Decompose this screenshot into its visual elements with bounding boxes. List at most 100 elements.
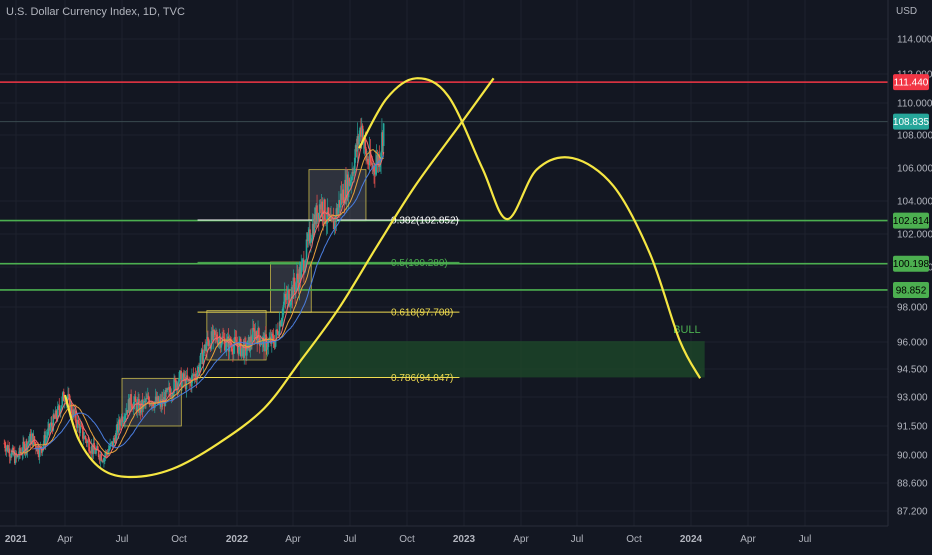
candle-body <box>345 179 347 201</box>
candle-body <box>221 336 223 344</box>
candle-body <box>215 334 217 336</box>
candle-body <box>75 422 78 428</box>
candle-body <box>44 437 47 445</box>
candle-body <box>261 338 264 345</box>
candle-body <box>254 331 257 340</box>
candle-body <box>288 290 290 306</box>
projection-drawings <box>63 77 702 479</box>
time-tick-label: Oct <box>626 534 642 545</box>
candle-body <box>128 399 131 412</box>
price-tick-label: 88.600 <box>897 479 928 490</box>
support-arc <box>63 77 495 479</box>
candle-body <box>271 333 274 337</box>
candle-body <box>328 215 331 217</box>
candle-body <box>30 435 33 444</box>
price-tag-label: 100.198 <box>893 259 930 270</box>
candle-body <box>186 375 189 381</box>
candle-body <box>264 334 267 337</box>
candle-body <box>81 425 83 428</box>
candle-body <box>269 336 271 340</box>
candle-body <box>181 378 183 388</box>
time-tick-label: Apr <box>57 534 73 545</box>
candle-body <box>48 423 51 431</box>
candle-body <box>177 381 180 389</box>
candle-body <box>371 163 374 169</box>
candle-body <box>69 403 72 413</box>
candle-body <box>216 340 219 345</box>
candle-body <box>89 451 91 453</box>
fib-label: 0.618(97.708) <box>391 308 453 319</box>
candle-body <box>366 158 368 161</box>
candle-body <box>274 339 277 348</box>
candle-body <box>200 349 203 354</box>
candle-body <box>193 373 196 377</box>
candle-body <box>47 428 49 436</box>
candle-body <box>222 336 224 338</box>
price-tick-label: 108.000 <box>897 131 932 142</box>
candle-body <box>185 375 188 390</box>
candle-body <box>377 154 380 166</box>
candle-body <box>232 345 235 354</box>
candle-body <box>24 449 27 454</box>
candle-body <box>88 440 90 452</box>
bull-zone-label: BULL <box>673 324 701 336</box>
candle-body <box>355 145 358 152</box>
candle-body <box>342 189 345 203</box>
candle-body <box>174 378 176 380</box>
candle-body <box>98 457 101 461</box>
candle-body <box>152 403 154 407</box>
candle-body <box>168 387 170 390</box>
candle-body <box>120 416 123 426</box>
candle-body <box>93 443 96 450</box>
candle-body <box>332 218 334 221</box>
ma-mid-line <box>19 149 385 454</box>
candle-body <box>82 427 84 439</box>
candle-body <box>283 301 285 308</box>
time-tick-label: Apr <box>740 534 756 545</box>
time-tick-label: Jul <box>344 534 357 545</box>
candle-body <box>259 344 262 346</box>
candle-body <box>308 229 310 234</box>
candle-body <box>245 342 247 356</box>
candle-body <box>27 442 30 444</box>
price-tick-label: 102.000 <box>897 230 932 241</box>
candle-body <box>354 145 357 158</box>
candle-body <box>223 337 225 339</box>
candle-body <box>230 345 232 346</box>
candle-body <box>113 438 116 439</box>
candle-body <box>125 409 128 415</box>
candle-body <box>34 442 36 444</box>
candle-body <box>287 290 289 294</box>
candle-body <box>151 403 153 406</box>
candle-body <box>92 443 95 454</box>
candle-body <box>131 405 133 408</box>
candle-body <box>237 346 240 355</box>
candle-body <box>297 279 300 289</box>
candle-body <box>153 401 156 409</box>
candle-body <box>370 162 373 164</box>
candle-body <box>368 149 371 166</box>
price-tag-label: 102.814 <box>893 216 930 227</box>
candle-body <box>351 172 353 181</box>
time-tick-label: Oct <box>399 534 415 545</box>
candle-body <box>291 287 294 299</box>
candle-body <box>103 457 105 462</box>
candle-body <box>183 373 185 382</box>
candle-body <box>340 193 343 200</box>
zones: BULL <box>299 324 705 378</box>
candle-body <box>172 393 175 397</box>
candle-body <box>10 450 13 457</box>
candle-body <box>344 179 346 204</box>
candle-body <box>122 420 125 423</box>
candle-body <box>236 345 239 347</box>
candle-body <box>127 399 130 413</box>
candle-body <box>207 336 209 341</box>
candle-body <box>252 328 254 343</box>
candle-body <box>184 377 187 390</box>
candle-body <box>282 307 284 318</box>
candle-body <box>26 443 29 451</box>
fib-label: 0.5(100.280) <box>391 258 448 269</box>
candle-body <box>339 193 342 208</box>
